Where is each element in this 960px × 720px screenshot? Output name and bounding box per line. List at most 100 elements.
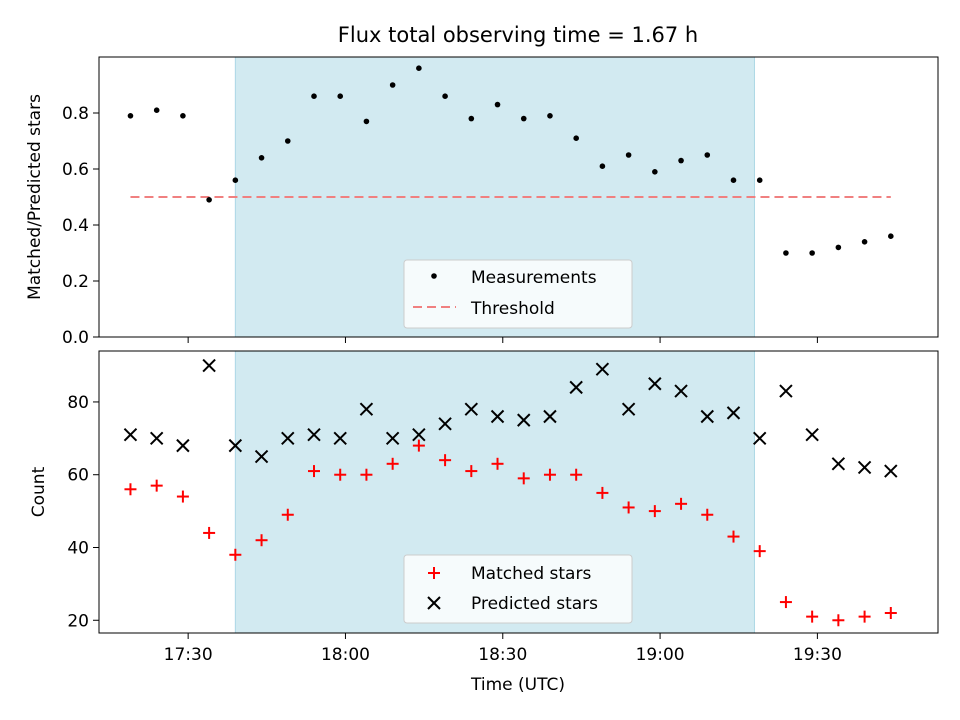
matched-star-point	[727, 530, 740, 543]
measurement-point	[416, 65, 422, 71]
predicted-star-point	[569, 380, 583, 395]
y-tick-label: 0.4	[62, 216, 89, 236]
measurement-point	[180, 113, 186, 119]
matched-star-point	[517, 472, 530, 485]
measurement-point	[573, 135, 579, 141]
measurement-point	[756, 177, 763, 183]
matched-star-point	[334, 468, 347, 481]
matched-star-point	[150, 479, 163, 492]
count-plot-frame	[98, 350, 939, 634]
measurement-point	[311, 93, 317, 99]
predicted-star-point	[228, 438, 243, 453]
count-legend: Matched stars Predicted stars	[403, 554, 633, 624]
predicted-star-point	[621, 402, 636, 416]
predicted-star-point	[726, 406, 741, 420]
matched-star-point	[779, 596, 792, 609]
count-panel: 20 40 60 80 17:30 18:00 18:30 19:00 19:30 Count…	[29, 350, 939, 695]
predicted-star-point	[385, 431, 400, 446]
measurement-point	[494, 101, 501, 108]
predicted-star-point	[254, 449, 269, 464]
ratio-legend-box	[403, 259, 633, 329]
predicted-star-point	[517, 413, 531, 427]
measurement-point	[704, 152, 711, 158]
legend-measurements-marker	[431, 273, 437, 279]
predicted-star-point	[543, 409, 557, 424]
predicted-star-point	[490, 409, 505, 424]
matched-star-point	[360, 468, 373, 481]
predicted-star-point	[202, 358, 216, 373]
measurement-point	[206, 197, 212, 203]
x-tick-label: 19:00	[636, 645, 685, 665]
predicted-star-point	[805, 427, 819, 442]
matched-star-point	[439, 454, 452, 467]
y-tick-label: 0.0	[62, 328, 89, 348]
matched-star-point	[832, 614, 845, 627]
matched-star-point	[307, 465, 320, 478]
matched-star-point	[701, 508, 714, 521]
measurement-point	[599, 163, 606, 169]
measurement-point	[363, 118, 370, 125]
matched-star-point	[622, 501, 635, 514]
predicted-star-point	[123, 427, 138, 442]
predicted-star-point	[176, 438, 190, 453]
measurement-point	[888, 233, 894, 239]
measurement-point	[520, 115, 527, 122]
x-axis-label: Time (UTC)	[470, 675, 565, 695]
matched-star-point	[203, 526, 216, 539]
count-y-axis-label: Count	[29, 466, 49, 517]
predicted-star-point	[595, 362, 610, 376]
matched-star-point	[858, 610, 871, 623]
legend-matched-label: Matched stars	[471, 564, 591, 584]
matched-star-point	[884, 606, 897, 619]
measurement-point	[284, 138, 291, 144]
measurement-point	[337, 93, 344, 99]
y-tick-label: 20	[67, 611, 89, 631]
measurement-point	[442, 93, 448, 99]
legend-predicted-marker	[427, 596, 441, 610]
matched-star-point	[543, 468, 556, 481]
predicted-star-point	[884, 464, 898, 478]
predicted-star-point	[857, 460, 872, 475]
matched-star-point	[176, 490, 189, 503]
predicted-star-point	[779, 384, 793, 398]
matched-star-point	[386, 457, 399, 470]
predicted-star-point	[674, 384, 688, 398]
y-tick-label: 80	[67, 393, 89, 413]
measurement-point	[678, 157, 684, 164]
matched-star-point	[753, 545, 766, 558]
measurement-point	[809, 250, 815, 256]
predicted-star-point	[753, 431, 767, 446]
matched-star-point	[570, 468, 583, 481]
y-tick-label: 0.8	[62, 104, 89, 124]
legend-predicted-label: Predicted stars	[471, 594, 598, 614]
ratio-legend: Measurements Threshold	[403, 259, 633, 329]
y-tick-label: 60	[67, 466, 89, 486]
matched-star-point	[465, 465, 478, 478]
predicted-star-point	[438, 417, 452, 431]
measurement-point	[730, 177, 737, 183]
ratio-panel: 0.00.20.40.60.8 Matched/Predicted stars …	[25, 56, 939, 348]
count-legend-box	[403, 554, 633, 624]
predicted-star-point	[648, 377, 662, 391]
measurement-point	[835, 244, 842, 251]
matched-star-point	[255, 534, 268, 547]
y-tick-label: 0.2	[62, 272, 89, 292]
legend-threshold-label: Threshold	[470, 299, 555, 319]
x-tick-label: 18:00	[321, 645, 370, 665]
matched-star-point	[596, 486, 609, 499]
matched-star-point	[675, 497, 688, 510]
matched-star-point	[124, 483, 137, 496]
predicted-star-point	[831, 457, 846, 471]
measurement-point	[625, 152, 632, 158]
matched-star-point	[648, 505, 661, 518]
x-tick-label: 19:30	[793, 645, 842, 665]
predicted-star-point	[700, 409, 714, 424]
predicted-star-point	[281, 431, 295, 446]
y-tick-label: 0.6	[62, 160, 89, 180]
ratio-plot-frame	[98, 56, 939, 338]
measurement-point	[127, 113, 134, 119]
x-tick-label: 17:30	[164, 645, 213, 665]
measurement-point	[389, 82, 396, 88]
legend-measurements-label: Measurements	[471, 268, 597, 288]
